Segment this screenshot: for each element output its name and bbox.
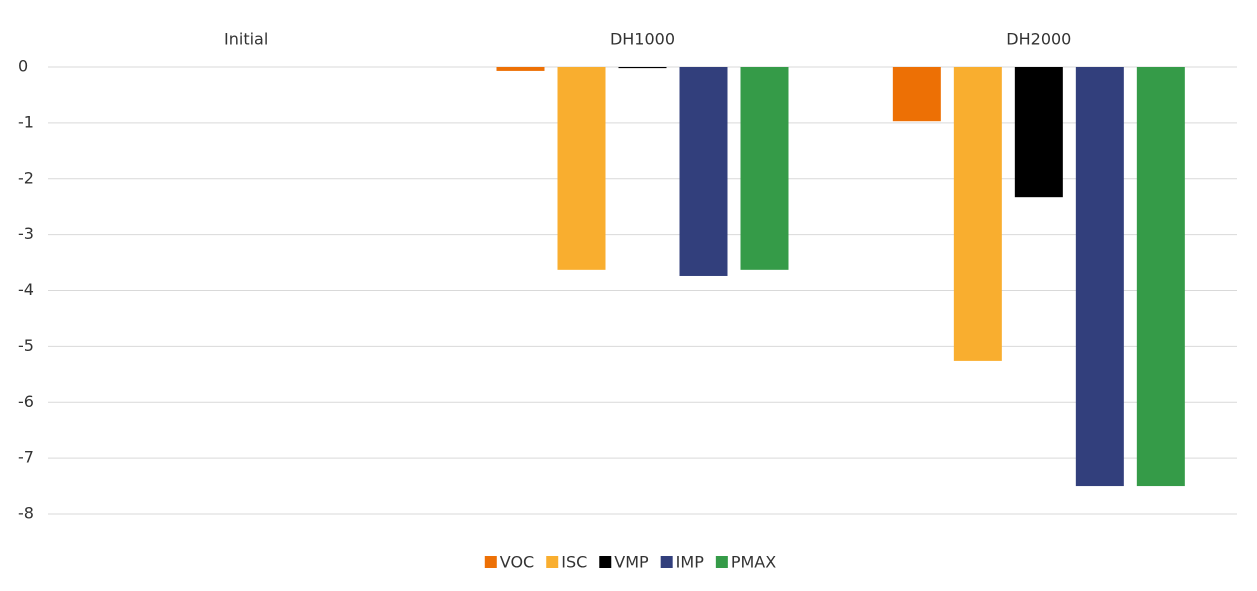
bar: [557, 67, 606, 270]
y-tick-label: 0: [18, 57, 28, 76]
legend-label: PMAX: [731, 553, 776, 572]
category-label: Initial: [224, 30, 268, 49]
y-tick-label: -1: [18, 112, 34, 131]
bar: [1136, 67, 1185, 487]
bar: [740, 67, 789, 270]
bar: [618, 67, 667, 69]
bar: [953, 67, 1002, 361]
legend-label: IMP: [676, 553, 705, 572]
legend-swatch: [546, 556, 559, 568]
legend-label: VMP: [614, 553, 649, 572]
y-tick-label: -6: [18, 392, 34, 411]
bar: [496, 67, 545, 71]
y-tick-label: -3: [18, 224, 34, 243]
category-label: DH1000: [610, 30, 675, 49]
legend-label: VOC: [500, 553, 534, 572]
legend-swatch: [660, 556, 673, 568]
y-tick-label: -7: [18, 448, 34, 467]
bar: [679, 67, 728, 276]
bar: [1014, 67, 1063, 198]
category-label: DH2000: [1006, 30, 1071, 49]
legend-swatch: [484, 556, 497, 568]
legend-swatch: [715, 556, 728, 568]
legend-swatch: [599, 556, 612, 568]
y-tick-label: -8: [18, 504, 34, 523]
bar: [892, 67, 941, 122]
legend: VOC ISC VMP IMP PMAX: [484, 553, 776, 572]
bar: [1075, 67, 1124, 487]
legend-label: ISC: [561, 553, 587, 572]
y-tick-label: -2: [18, 168, 34, 187]
y-tick-label: -4: [18, 280, 34, 299]
y-tick-label: -5: [18, 336, 34, 355]
